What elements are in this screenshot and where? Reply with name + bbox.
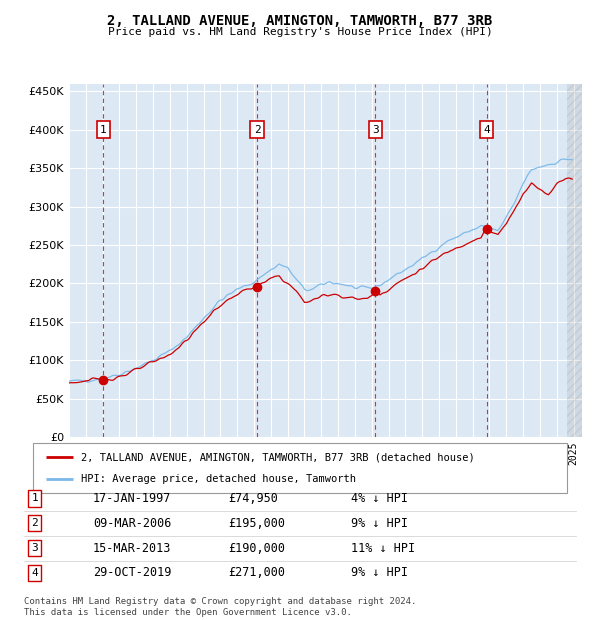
Text: 9% ↓ HPI: 9% ↓ HPI (351, 567, 408, 579)
Text: 4: 4 (31, 568, 38, 578)
Text: 9% ↓ HPI: 9% ↓ HPI (351, 517, 408, 529)
Text: 1: 1 (31, 494, 38, 503)
FancyBboxPatch shape (33, 443, 567, 493)
Text: £74,950: £74,950 (228, 492, 278, 505)
Text: 2: 2 (254, 125, 260, 135)
Text: £195,000: £195,000 (228, 517, 285, 529)
Text: 3: 3 (372, 125, 379, 135)
Text: Price paid vs. HM Land Registry's House Price Index (HPI): Price paid vs. HM Land Registry's House … (107, 27, 493, 37)
Text: 3: 3 (31, 543, 38, 553)
Text: 11% ↓ HPI: 11% ↓ HPI (351, 542, 415, 554)
Text: £190,000: £190,000 (228, 542, 285, 554)
Text: 4% ↓ HPI: 4% ↓ HPI (351, 492, 408, 505)
Text: 2, TALLAND AVENUE, AMINGTON, TAMWORTH, B77 3RB (detached house): 2, TALLAND AVENUE, AMINGTON, TAMWORTH, B… (81, 452, 475, 462)
Text: HPI: Average price, detached house, Tamworth: HPI: Average price, detached house, Tamw… (81, 474, 356, 484)
Text: 4: 4 (483, 125, 490, 135)
Text: 09-MAR-2006: 09-MAR-2006 (93, 517, 172, 529)
Text: 1: 1 (100, 125, 107, 135)
Text: 2, TALLAND AVENUE, AMINGTON, TAMWORTH, B77 3RB: 2, TALLAND AVENUE, AMINGTON, TAMWORTH, B… (107, 14, 493, 28)
Bar (567, 84, 582, 437)
Text: 29-OCT-2019: 29-OCT-2019 (93, 567, 172, 579)
Text: 17-JAN-1997: 17-JAN-1997 (93, 492, 172, 505)
Text: 2: 2 (31, 518, 38, 528)
Text: 15-MAR-2013: 15-MAR-2013 (93, 542, 172, 554)
Text: Contains HM Land Registry data © Crown copyright and database right 2024.
This d: Contains HM Land Registry data © Crown c… (24, 598, 416, 617)
Text: £271,000: £271,000 (228, 567, 285, 579)
